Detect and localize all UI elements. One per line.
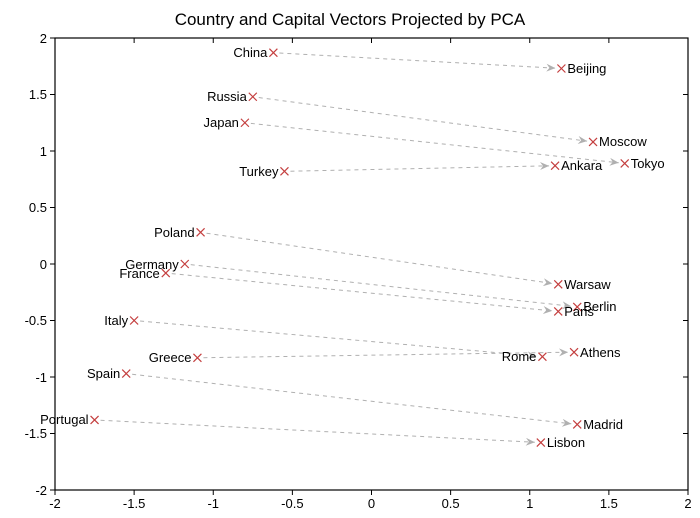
y-tick-label: -1.5	[25, 426, 47, 441]
y-tick-label: 2	[40, 31, 47, 46]
y-tick-label: -2	[35, 483, 47, 498]
y-tick-label: 1.5	[29, 87, 47, 102]
y-tick-label: -0.5	[25, 313, 47, 328]
x-tick-label: 0.5	[436, 496, 466, 511]
x-tick-label: 1.5	[594, 496, 624, 511]
edge-arrow	[251, 123, 619, 162]
x-tick-label: -2	[40, 496, 70, 511]
pca-chart: Country and Capital Vectors Projected by…	[0, 0, 700, 518]
edge-arrow	[132, 374, 571, 424]
x-tick-label: -1.5	[119, 496, 149, 511]
y-tick-label: 1	[40, 144, 47, 159]
edge-arrow	[259, 98, 587, 142]
edge-arrow	[172, 274, 553, 311]
edge-arrow	[203, 352, 568, 357]
y-tick-label: -1	[35, 370, 47, 385]
edge-arrow	[101, 420, 535, 442]
y-tick-label: 0.5	[29, 200, 47, 215]
edge-arrow	[290, 166, 549, 171]
edge-arrow	[279, 53, 555, 68]
chart-svg	[0, 0, 700, 518]
edge-arrow	[140, 321, 536, 356]
x-tick-label: 2	[673, 496, 700, 511]
edge-arrow	[207, 233, 553, 283]
x-tick-label: -1	[198, 496, 228, 511]
x-tick-label: 0	[357, 496, 387, 511]
x-tick-label: 1	[515, 496, 545, 511]
x-tick-label: -0.5	[277, 496, 307, 511]
edge-arrow	[191, 265, 572, 307]
chart-title: Country and Capital Vectors Projected by…	[0, 10, 700, 30]
y-tick-label: 0	[40, 257, 47, 272]
